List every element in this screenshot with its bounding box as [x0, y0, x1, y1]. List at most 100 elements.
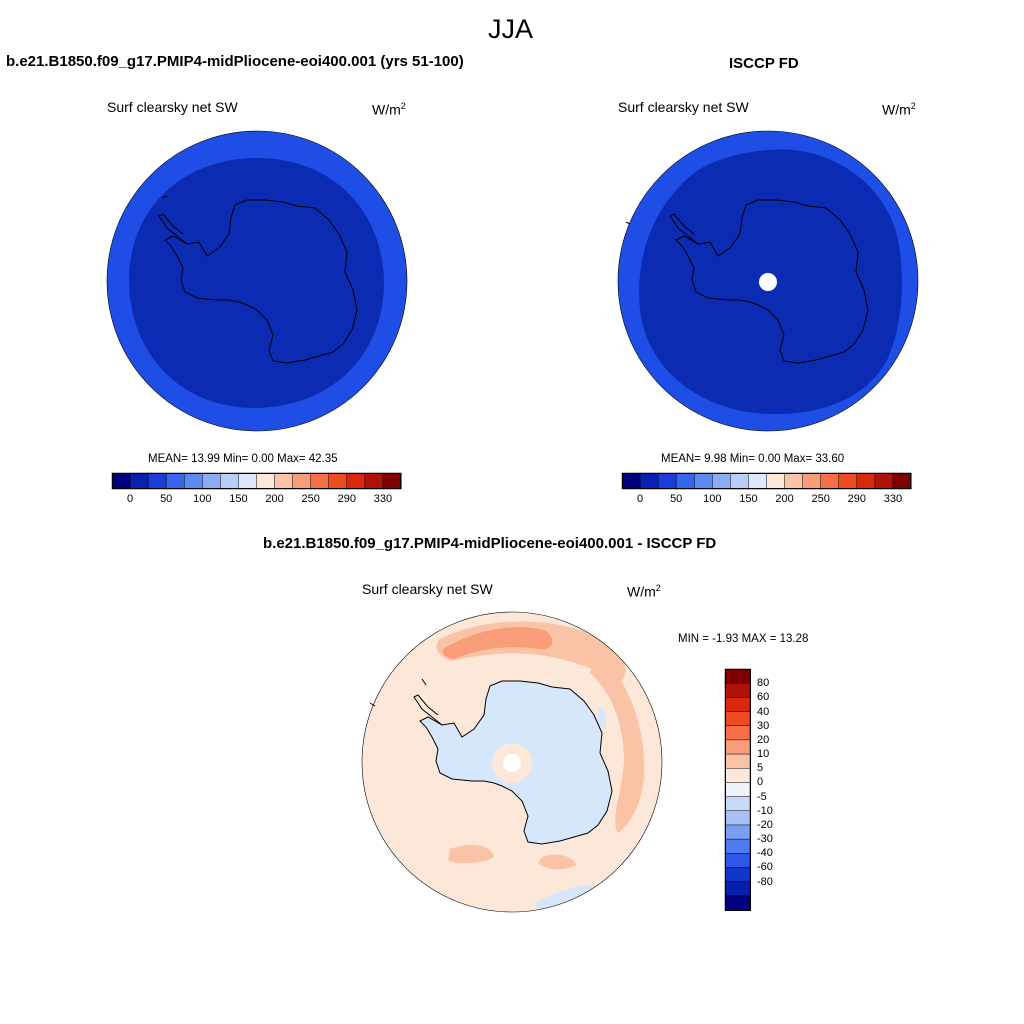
- diff-colorbar-box: [724, 824, 751, 840]
- model-colorbar-box: [129, 472, 149, 490]
- diff-stats: MIN = -1.93 MAX = 13.28: [678, 633, 809, 645]
- obs-polar-map: [617, 130, 919, 432]
- obs-colorbar-box: [730, 472, 749, 490]
- diff-negative-patch-far-east: [598, 707, 606, 729]
- diff-polar-map: [361, 611, 663, 913]
- model-colorbar-box: [346, 472, 366, 490]
- model-colorbar-tick-label: 50: [160, 493, 173, 505]
- obs-colorbar-box: [892, 472, 912, 490]
- diff-colorbar-tick-label: 5: [757, 762, 764, 775]
- obs-colorbar-box: [657, 472, 677, 490]
- model-colorbar-tick-label: 290: [337, 493, 356, 505]
- diff-colorbar-tick-label: 10: [757, 748, 770, 761]
- diff-colorbar-tick-label: -30: [757, 833, 773, 846]
- diff-case-title: b.e21.B1850.f09_g17.PMIP4-midPliocene-eo…: [263, 535, 717, 552]
- obs-colorbar-box: [621, 472, 641, 490]
- diff-negative-patch-se: [534, 884, 595, 911]
- diff-colorbar-box: [724, 895, 751, 911]
- diff-variable-label: Surf clearsky net SW: [362, 581, 493, 597]
- model-units-label: W/m2: [372, 101, 406, 118]
- model-colorbar-box: [310, 472, 330, 490]
- diff-colorbar-tick-label: 40: [757, 705, 770, 718]
- model-colorbar-box: [111, 472, 131, 490]
- diff-colorbar-box: [724, 711, 751, 727]
- model-colorbar-tick-label: 0: [127, 493, 134, 505]
- obs-colorbar-tick-label: 50: [670, 493, 683, 505]
- model-colorbar-box: [364, 472, 384, 490]
- obs-colorbar-labels: 0 50 100 150 200 250 290 330: [622, 493, 912, 507]
- model-colorbar-tick-label: 250: [301, 493, 320, 505]
- model-colorbar-tick-label: 150: [229, 493, 248, 505]
- obs-antarctica-outline: [675, 199, 869, 364]
- diff-colorbar-box: [724, 782, 751, 798]
- diff-colorbar-box: [724, 881, 751, 897]
- obs-stats: MEAN= 9.98 Min= 0.00 Max= 33.60: [661, 453, 845, 465]
- diff-positive-patch-sw: [448, 844, 494, 864]
- diff-antarctic-peninsula-outline: [413, 694, 443, 726]
- model-stats: MEAN= 13.99 Min= 0.00 Max= 42.35: [148, 453, 338, 465]
- obs-colorbar-box: [639, 472, 659, 490]
- obs-colorbar-box: [766, 472, 786, 490]
- obs-colorbar-box: [784, 472, 804, 490]
- diff-colorbar-labels: 80 60 40 30 20 10 5 0 -5 -10 -20 -30 -40 -60 -80: [757, 669, 797, 912]
- model-case-title: b.e21.B1850.f09_g17.PMIP4-midPliocene-eo…: [6, 53, 464, 70]
- diff-colorbar-tick-label: -10: [757, 804, 773, 817]
- diff-units-label: W/m2: [627, 583, 661, 600]
- model-antarctica-outline: [164, 199, 358, 364]
- diff-colorbar-box: [724, 739, 751, 755]
- diff-colorbar-box: [724, 668, 751, 684]
- diff-colorbar-box: [724, 810, 751, 826]
- diff-colorbar: [724, 668, 751, 911]
- obs-colorbar-tick-label: 290: [847, 493, 866, 505]
- obs-colorbar-tick-label: 100: [703, 493, 722, 505]
- diff-colorbar-tick-label: -80: [757, 875, 773, 888]
- model-variable-label: Surf clearsky net SW: [107, 99, 238, 115]
- model-antarctic-peninsula-outline: [158, 213, 188, 245]
- diff-antarctica-outline: [419, 680, 613, 845]
- model-colorbar-labels: 0 50 100 150 200 250 290 330: [112, 493, 402, 507]
- model-colorbar-tick-label: 330: [373, 493, 393, 505]
- obs-coast-fragment: [625, 221, 631, 225]
- model-colorbar-tick-label: 100: [193, 493, 212, 505]
- obs-colorbar-tick-label: 200: [775, 493, 794, 505]
- model-colorbar-box: [184, 472, 203, 490]
- diff-colorbar-tick-label: -5: [757, 790, 767, 803]
- model-colorbar-box: [165, 472, 185, 490]
- diff-colorbar-tick-label: 30: [757, 719, 770, 732]
- model-coast-fragment: [161, 195, 168, 199]
- obs-colorbar-box: [838, 472, 858, 490]
- obs-colorbar-tick-label: 250: [811, 493, 830, 505]
- diff-colorbar-tick-label: 20: [757, 733, 770, 746]
- obs-antarctic-peninsula-outline: [669, 213, 699, 245]
- obs-missing-pole: [759, 273, 777, 291]
- diff-colorbar-box: [724, 796, 751, 812]
- obs-colorbar-box: [748, 472, 768, 490]
- obs-colorbar-box: [820, 472, 840, 490]
- obs-colorbar-tick-label: 330: [883, 493, 903, 505]
- diff-coast-fragment-b: [369, 702, 376, 707]
- obs-colorbar-box: [802, 472, 822, 490]
- diff-colorbar-box: [724, 853, 751, 869]
- diff-colorbar-tick-label: -60: [757, 861, 773, 874]
- diff-positive-band-east: [590, 653, 645, 833]
- model-colorbar-box: [220, 472, 239, 490]
- diff-positive-band-core: [442, 627, 553, 659]
- diff-missing-pole: [503, 754, 521, 772]
- model-colorbar: [111, 472, 402, 490]
- diff-colorbar-tick-label: 60: [757, 691, 770, 704]
- diff-colorbar-tick-label: 0: [757, 776, 764, 789]
- obs-colorbar-box: [874, 472, 894, 490]
- obs-colorbar-tick-label: 0: [637, 493, 644, 505]
- model-colorbar-box: [256, 472, 276, 490]
- model-colorbar-box: [238, 472, 258, 490]
- model-colorbar-box: [382, 472, 402, 490]
- obs-variable-label: Surf clearsky net SW: [618, 99, 749, 115]
- obs-colorbar-tick-label: 150: [739, 493, 758, 505]
- model-colorbar-box: [147, 472, 167, 490]
- model-colorbar-box: [328, 472, 348, 490]
- diff-colorbar-tick-label: -40: [757, 847, 773, 860]
- diff-colorbar-box: [724, 725, 751, 741]
- diff-coast-fragment-a: [421, 678, 427, 686]
- obs-colorbar-box: [694, 472, 713, 490]
- model-inner-disk: [129, 158, 385, 409]
